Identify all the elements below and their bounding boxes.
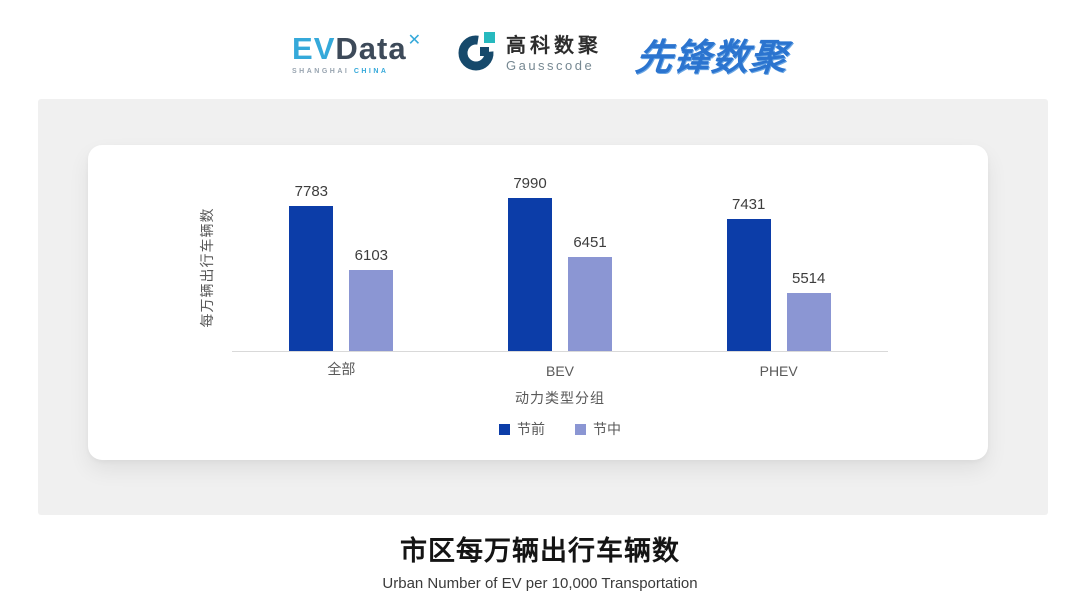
legend-swatch-icon	[575, 423, 586, 435]
chart-title: 市区每万辆出行车辆数	[400, 536, 680, 566]
evdata-ev-text: EV	[292, 31, 336, 66]
data-label: 6103	[354, 247, 389, 264]
category-label-PHEV: PHEV	[759, 363, 798, 379]
xianfeng-shuju-logo: 先锋数聚	[633, 37, 790, 78]
chart-subtitle: Urban Number of EV per 10,000 Transporta…	[382, 575, 698, 592]
evdata-star-icon: ✕	[407, 32, 422, 49]
bar-节前-PHEV: 7431	[726, 196, 771, 351]
chart-card: 每万辆出行车辆数 7783 6103 全部 7990 6451 BEV 7431 5514 PH…	[88, 145, 988, 460]
evdata-subtitle: SHANGHAI CHINA	[292, 68, 388, 75]
bar-group-PHEV: 7431 5514 PHEV	[669, 183, 888, 379]
legend-label: 节中	[593, 421, 621, 437]
legend-item-节前: 节前	[499, 419, 545, 439]
data-label: 7990	[513, 175, 547, 192]
legend: 节前 节中	[232, 419, 888, 439]
bar-节中-BEV: 6451	[568, 234, 612, 351]
logo-bar: EVData✕ SHANGHAI CHINA 高科数聚 Gausscode 先锋…	[0, 20, 1080, 88]
category-label-全部: 全部	[327, 361, 356, 377]
evdata-data-text: Data	[335, 31, 407, 66]
data-label: 5514	[791, 270, 826, 287]
bar-节中-全部: 6103	[349, 247, 394, 351]
gausscode-cn-name: 高科数聚	[505, 34, 602, 57]
evdata-shanghai-text: SHANGHAI	[292, 68, 350, 75]
bar-节前-BEV: 7990	[508, 175, 552, 351]
evdata-china-text: CHINA	[353, 68, 389, 75]
bar-节中-PHEV: 5514	[786, 270, 831, 351]
bar-group-BEV: 7990 6451 BEV	[451, 175, 670, 379]
evdata-wordmark: EVData✕	[292, 31, 422, 66]
gausscode-text: 高科数聚 Gausscode	[506, 35, 602, 73]
legend-swatch-icon	[499, 423, 510, 435]
category-label-BEV: BEV	[546, 363, 575, 379]
data-label: 7783	[294, 183, 329, 200]
gausscode-logo: 高科数聚 Gausscode	[455, 31, 602, 78]
gausscode-en-name: Gausscode	[505, 57, 595, 73]
gausscode-ring-icon	[455, 31, 497, 78]
bar-节前-全部: 7783	[289, 183, 334, 351]
x-axis-label: 动力类型分组	[515, 390, 605, 406]
evdata-logo: EVData✕ SHANGHAI CHINA	[292, 31, 422, 76]
data-label: 7431	[731, 196, 766, 213]
chart-panel: 每万辆出行车辆数 7783 6103 全部 7990 6451 BEV 7431 5514 PH…	[38, 99, 1048, 515]
y-axis-label: 每万辆出行车辆数	[199, 207, 215, 328]
title-block: 市区每万辆出行车辆数 Urban Number of EV per 10,000…	[0, 529, 1080, 592]
bar-group-全部: 7783 6103 全部	[232, 183, 451, 377]
legend-item-节中: 节中	[575, 419, 621, 439]
data-label: 6451	[573, 234, 607, 251]
legend-label: 节前	[517, 421, 545, 437]
plot-area: 7783 6103 全部 7990 6451 BEV 7431 5514 PHEV	[232, 175, 888, 379]
